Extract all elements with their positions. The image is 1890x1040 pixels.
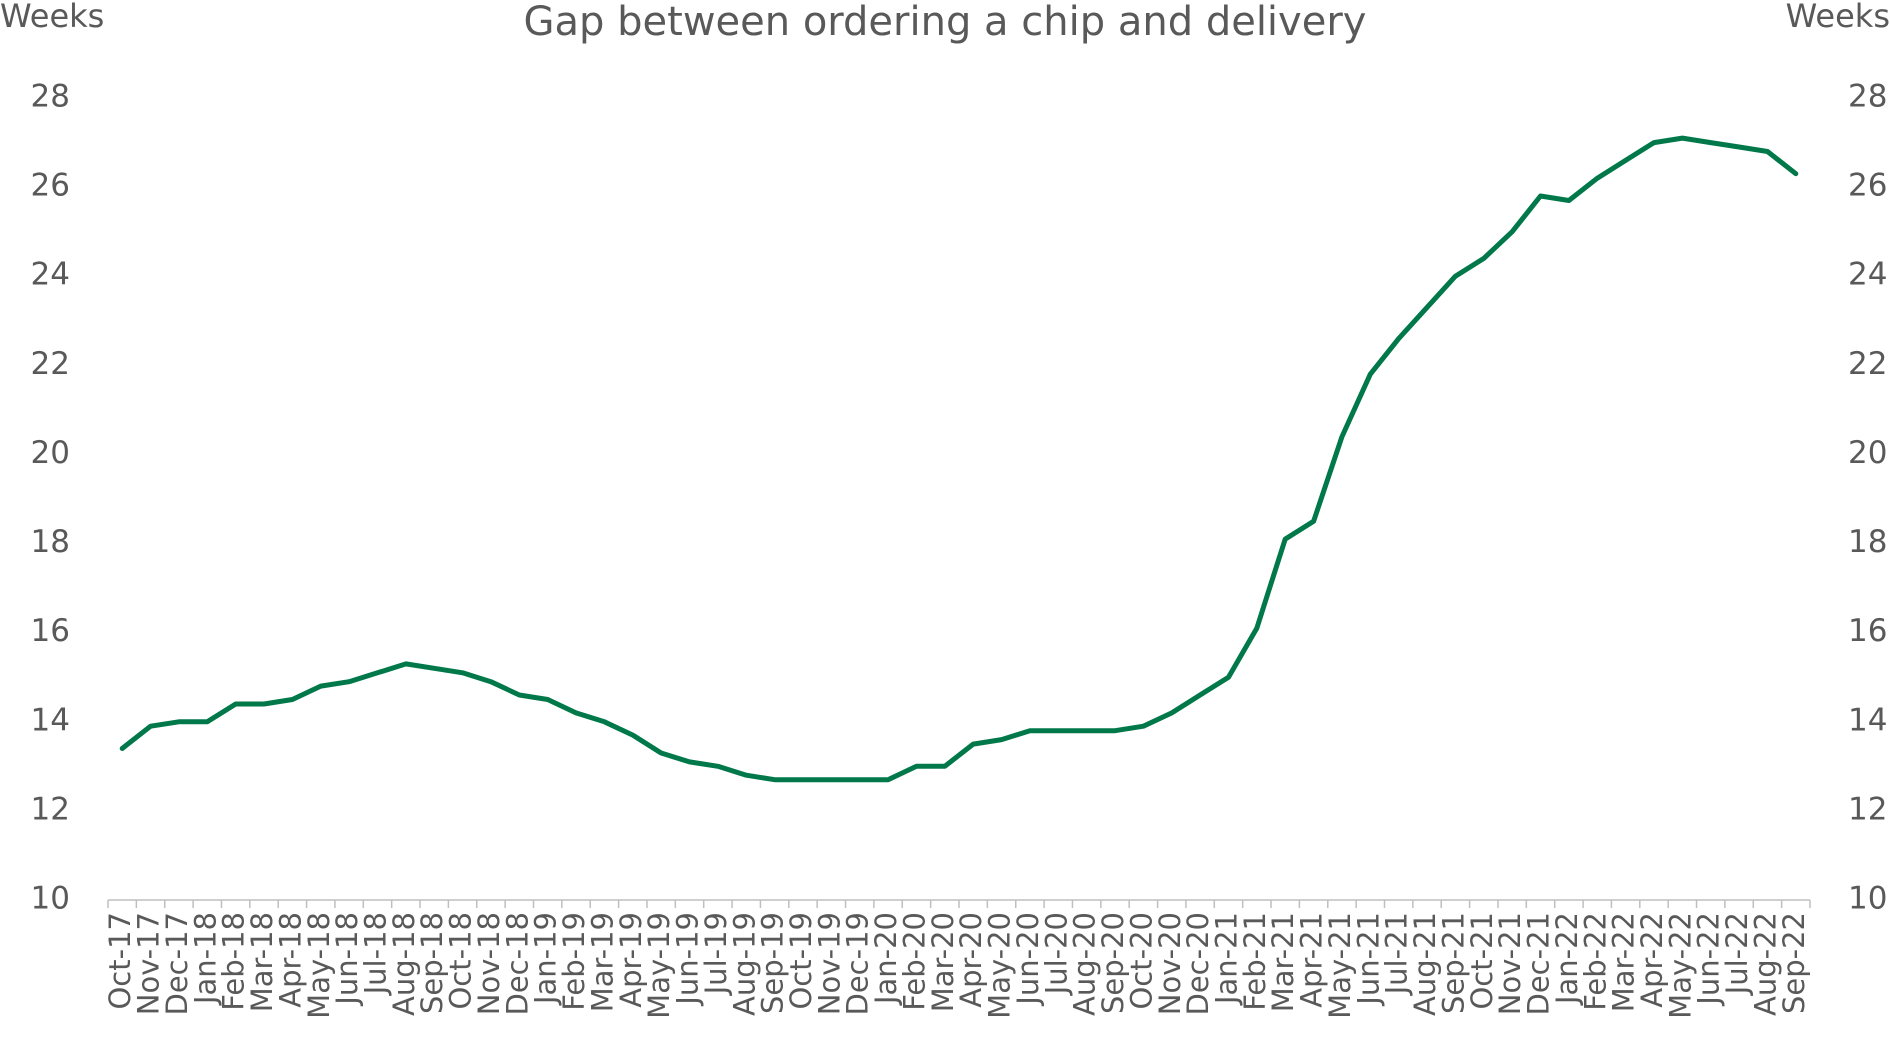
x-tick-label: Oct-17 — [103, 912, 137, 1010]
x-tick-label: Oct-19 — [784, 912, 818, 1010]
y-tick-label-right: 10 — [1848, 881, 1887, 917]
x-tick-label: Dec-19 — [841, 912, 875, 1015]
x-tick-label: Jul-21 — [1380, 912, 1414, 996]
x-tick-label: Jan-20 — [869, 912, 903, 1006]
x-tick-label: Aug-22 — [1748, 912, 1782, 1016]
x-tick-label: Apr-20 — [954, 912, 988, 1008]
x-tick-label: Nov-19 — [812, 912, 846, 1015]
x-tick-label: Sep-20 — [1096, 912, 1130, 1014]
x-tick-label: Jun-21 — [1351, 912, 1385, 1007]
x-tick-label: May-20 — [983, 912, 1017, 1019]
x-tick-label: May-22 — [1663, 912, 1697, 1019]
x-tick-label: Jun-18 — [330, 912, 364, 1007]
y-tick-label-left: 26 — [31, 168, 70, 204]
x-tick-label: Jul-18 — [358, 912, 392, 996]
x-tick-label: Dec-20 — [1181, 912, 1215, 1015]
y-tick-label-right: 28 — [1848, 79, 1887, 115]
y-tick-label-right: 16 — [1848, 613, 1887, 649]
x-tick-label: Mar-20 — [926, 912, 960, 1012]
x-tick-label: Apr-19 — [614, 912, 648, 1008]
x-tick-label: Dec-17 — [160, 912, 194, 1015]
series-line — [119, 135, 1799, 783]
x-tick-label: Feb-18 — [217, 912, 251, 1011]
x-tick-label: Nov-18 — [472, 912, 506, 1015]
x-tick-label: Sep-18 — [415, 912, 449, 1014]
y-tick-label-left: 20 — [31, 435, 70, 471]
x-tick-label: Apr-18 — [273, 912, 307, 1008]
x-tick-label: Mar-18 — [245, 912, 279, 1012]
x-tick-label: Jul-22 — [1720, 912, 1754, 996]
x-tick-label: May-18 — [302, 912, 336, 1019]
x-tick-label: Nov-17 — [132, 912, 166, 1015]
y-tick-label-left: 10 — [31, 881, 70, 917]
x-tick-label: Jan-18 — [188, 912, 222, 1006]
x-tick-label: Jun-22 — [1692, 912, 1726, 1007]
y-tick-label-left: 12 — [31, 791, 70, 827]
x-tick-label: Mar-21 — [1266, 912, 1300, 1012]
y-tick-label-left: 24 — [31, 257, 70, 293]
y-tick-label-right: 26 — [1848, 168, 1887, 204]
x-tick-label: Jun-19 — [671, 912, 705, 1007]
x-tick-label: Feb-20 — [897, 912, 931, 1011]
x-tick-label: Mar-19 — [585, 912, 619, 1012]
x-tick-label: Aug-19 — [727, 912, 761, 1016]
y-tick-label-left: 22 — [31, 346, 70, 382]
x-tick-label: May-21 — [1323, 912, 1357, 1019]
x-tick-label: Oct-20 — [1124, 912, 1158, 1010]
x-tick-label: Jul-19 — [699, 912, 733, 996]
x-tick-label: Sep-19 — [756, 912, 790, 1014]
x-tick-label: Feb-21 — [1238, 912, 1272, 1011]
chart-axes: Oct-17Nov-17Dec-17Jan-18Feb-18Mar-18Apr-… — [31, 79, 1888, 1019]
left-axis-unit-label: Weeks — [0, 0, 105, 35]
chart-title: Gap between ordering a chip and delivery — [523, 0, 1367, 45]
x-tick-label: Nov-20 — [1153, 912, 1187, 1015]
x-tick-label: Jan-19 — [529, 912, 563, 1006]
x-tick-label: Mar-22 — [1607, 912, 1641, 1012]
y-tick-label-right: 22 — [1848, 346, 1887, 382]
y-tick-label-left: 18 — [31, 524, 70, 560]
y-tick-label-left: 28 — [31, 79, 70, 115]
y-tick-label-right: 24 — [1848, 257, 1887, 293]
x-tick-label: Dec-21 — [1522, 912, 1556, 1015]
x-tick-label: Aug-18 — [387, 912, 421, 1016]
x-tick-label: Feb-22 — [1578, 912, 1612, 1011]
x-tick-label: Jan-22 — [1550, 912, 1584, 1006]
y-tick-label-left: 14 — [31, 702, 70, 738]
x-tick-label: Dec-18 — [500, 912, 534, 1015]
x-tick-label: Oct-21 — [1465, 912, 1499, 1010]
x-tick-label: Aug-21 — [1408, 912, 1442, 1016]
y-tick-label-right: 20 — [1848, 435, 1887, 471]
x-tick-label: May-19 — [642, 912, 676, 1019]
x-tick-label: Aug-20 — [1068, 912, 1102, 1016]
y-tick-label-right: 18 — [1848, 524, 1887, 560]
right-axis-unit-label: Weeks — [1785, 0, 1890, 35]
x-tick-label: Oct-18 — [444, 912, 478, 1010]
y-tick-label-left: 16 — [31, 613, 70, 649]
x-tick-label: Sep-22 — [1777, 912, 1811, 1014]
x-tick-label: Apr-22 — [1635, 912, 1669, 1008]
x-tick-label: Sep-21 — [1436, 912, 1470, 1014]
chart-series — [119, 135, 1799, 783]
y-tick-label-right: 14 — [1848, 702, 1887, 738]
x-tick-label: Jan-21 — [1209, 912, 1243, 1006]
x-tick-label: Feb-19 — [557, 912, 591, 1011]
x-tick-label: Jul-20 — [1039, 912, 1073, 996]
x-tick-label: Apr-21 — [1295, 912, 1329, 1008]
x-tick-label: Nov-21 — [1493, 912, 1527, 1015]
x-tick-label: Jun-20 — [1011, 912, 1045, 1007]
y-tick-label-right: 12 — [1848, 791, 1887, 827]
